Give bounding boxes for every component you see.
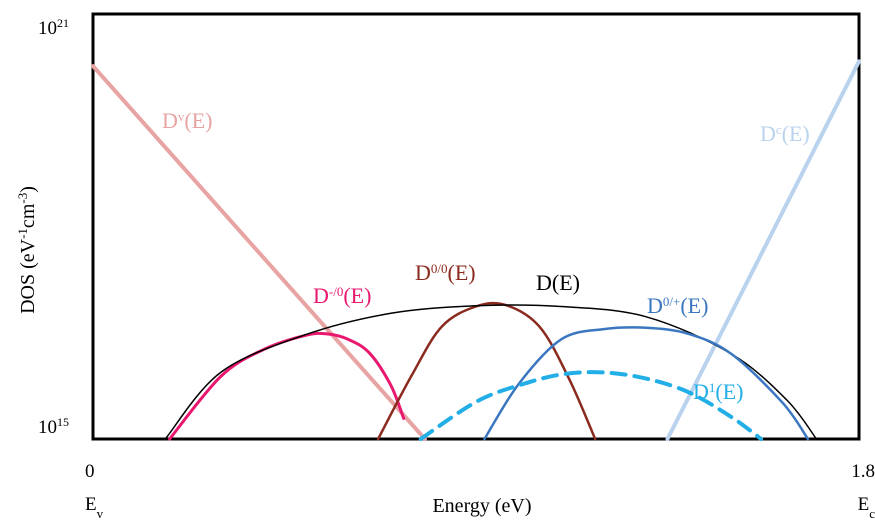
- y-axis-label: DOS (eV-1cm-3): [15, 186, 40, 314]
- y-tick-base: 10: [38, 417, 57, 438]
- series-line-1: [665, 59, 861, 441]
- series-line-5: [483, 326, 810, 441]
- series-label-main: D: [760, 121, 776, 146]
- series-label-tail: (E): [184, 108, 212, 133]
- y-tick-label: 1021: [38, 16, 69, 39]
- series-label-tail: (E): [552, 270, 580, 295]
- series-label-tail: (E): [680, 293, 708, 318]
- series-label-4: D(E): [536, 270, 580, 295]
- series-label-0: Dv(E): [162, 108, 212, 133]
- series-label-main: D: [162, 108, 178, 133]
- series-group: [91, 59, 861, 441]
- series-line-2: [168, 331, 406, 441]
- x-tick-label: 1.8: [851, 461, 875, 482]
- y-tick-exponent: 21: [57, 16, 69, 30]
- x-tick-sublabel: Ec: [858, 494, 875, 521]
- series-label-sup: 0/+: [663, 294, 680, 309]
- series-label-2: D-/0(E): [313, 283, 371, 308]
- series-label-sup: 0/0: [431, 261, 448, 276]
- x-tick-sublabel-main: E: [858, 494, 870, 515]
- series-label-sup: 1: [709, 380, 716, 395]
- series-label-main: D: [536, 270, 552, 295]
- series-label-tail: (E): [782, 121, 810, 146]
- y-axis-label-part: -1: [15, 228, 30, 239]
- series-line-3: [376, 301, 597, 441]
- plot-frame: [91, 12, 861, 441]
- series-label-main: D: [313, 283, 329, 308]
- series-label-tail: (E): [343, 283, 371, 308]
- x-tick-sublabel-main: E: [85, 494, 97, 515]
- series-label-tail: (E): [448, 260, 476, 285]
- y-tick-exponent: 15: [57, 415, 69, 429]
- series-label-1: Dc(E): [760, 121, 810, 146]
- series-label-sup: v: [178, 109, 185, 124]
- x-tick-sublabel-sub: c: [869, 506, 875, 521]
- series-label-main: D: [693, 379, 709, 404]
- x-tick-sublabel-sub: v: [97, 506, 104, 521]
- series-line-0: [91, 64, 427, 441]
- series-label-5: D0/+(E): [647, 293, 708, 318]
- series-label-sup: -/0: [329, 284, 343, 299]
- y-axis-label-part: -3: [15, 193, 30, 204]
- series-label-main: D: [647, 293, 663, 318]
- x-tick-label: 0: [85, 461, 95, 482]
- x-tick-sublabel: Ev: [85, 494, 104, 521]
- series-line-6: [418, 370, 764, 441]
- series-label-3: D0/0(E): [415, 260, 476, 285]
- series-labels-group: Dv(E)Dc(E)D-/0(E)D0/0(E) D(E)D0/+(E)D1(E): [162, 108, 810, 404]
- y-axis-label-part: cm: [17, 203, 39, 228]
- x-axis-label: Energy (eV): [432, 495, 531, 517]
- y-tick-base: 10: [38, 18, 57, 39]
- series-label-tail: (E): [715, 379, 743, 404]
- series-label-6: D1(E): [693, 379, 743, 404]
- y-axis-label-part: DOS (eV: [17, 238, 39, 314]
- series-label-main: D: [415, 260, 431, 285]
- series-line-4: [164, 304, 818, 440]
- y-axis-label-part: ): [17, 186, 39, 193]
- series-label-sup: c: [776, 122, 782, 137]
- y-tick-label: 1015: [38, 415, 69, 438]
